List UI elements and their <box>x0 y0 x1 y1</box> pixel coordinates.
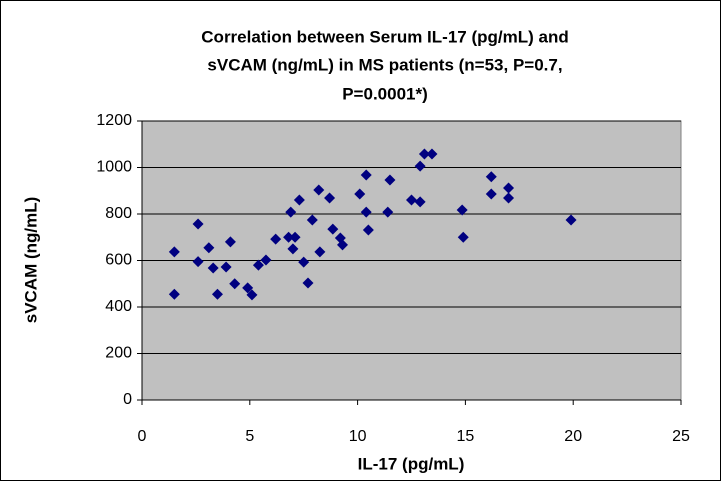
y-tick-label: 0 <box>123 391 132 408</box>
point <box>168 288 180 300</box>
point <box>362 224 374 236</box>
point <box>229 278 241 290</box>
point <box>285 206 297 218</box>
point <box>192 256 204 268</box>
point <box>314 246 326 258</box>
point <box>298 256 310 268</box>
point <box>485 171 497 183</box>
point <box>565 214 577 226</box>
point <box>485 188 497 200</box>
x-tick-label: 10 <box>349 428 367 445</box>
point <box>224 236 236 248</box>
point <box>360 206 372 218</box>
point <box>313 184 325 196</box>
point <box>503 192 515 204</box>
point <box>192 218 204 230</box>
point <box>203 242 215 254</box>
point <box>337 239 349 251</box>
point <box>293 194 305 206</box>
point <box>418 148 430 160</box>
point <box>270 233 282 245</box>
point <box>382 206 394 218</box>
point <box>354 188 366 200</box>
point <box>360 169 372 181</box>
point <box>211 288 223 300</box>
chart-title: P=0.0001*) <box>342 84 428 103</box>
y-tick-label: 600 <box>105 252 132 269</box>
x-tick-label: 5 <box>245 428 254 445</box>
point <box>220 261 232 273</box>
point <box>457 231 469 243</box>
point <box>324 192 336 204</box>
x-tick-label: 20 <box>564 428 582 445</box>
point <box>414 196 426 208</box>
point <box>287 243 299 255</box>
point <box>306 214 318 226</box>
point <box>384 174 396 186</box>
point <box>426 148 438 160</box>
chart-title: Correlation between Serum IL-17 (pg/mL) … <box>201 27 568 46</box>
y-tick-label: 800 <box>105 205 132 222</box>
point <box>414 160 426 172</box>
point <box>260 254 272 266</box>
point <box>302 277 314 289</box>
point <box>242 282 254 294</box>
point <box>327 223 339 235</box>
point <box>406 194 417 206</box>
x-tick-label: 15 <box>457 428 475 445</box>
y-tick-label: 1200 <box>96 112 132 129</box>
x-tick-label: 0 <box>138 428 147 445</box>
y-tick-label: 200 <box>105 345 132 362</box>
y-tick-label: 400 <box>105 298 132 315</box>
point <box>168 246 180 258</box>
point <box>207 262 219 274</box>
point <box>283 231 295 243</box>
point <box>456 204 468 216</box>
point <box>289 231 301 243</box>
point <box>252 259 264 271</box>
y-axis-label: sVCAM (ng/mL) <box>21 197 40 324</box>
x-tick-label: 25 <box>672 428 690 445</box>
y-tick-label: 1000 <box>96 159 132 176</box>
chart-title: sVCAM (ng/mL) in MS patients (n=53, P=0.… <box>207 55 562 74</box>
point <box>246 289 258 301</box>
x-axis-label: IL-17 (pg/mL) <box>358 454 465 473</box>
point <box>503 182 515 194</box>
